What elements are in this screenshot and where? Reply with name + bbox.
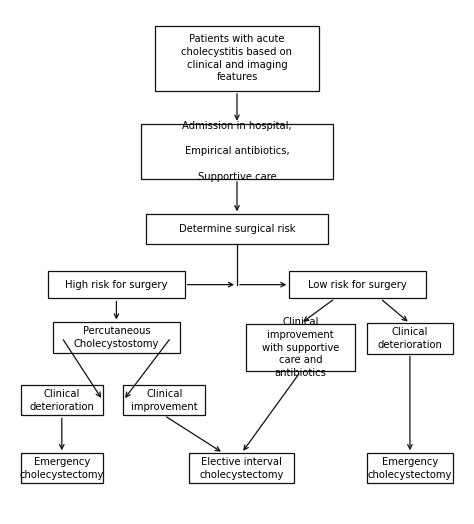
Text: Clinical
deterioration: Clinical deterioration xyxy=(377,327,442,350)
Text: Clinical
improvement: Clinical improvement xyxy=(131,389,198,412)
FancyBboxPatch shape xyxy=(21,453,103,483)
Text: Clinical
improvement
with supportive
care and
antibiotics: Clinical improvement with supportive car… xyxy=(262,317,339,378)
FancyBboxPatch shape xyxy=(189,453,294,483)
FancyBboxPatch shape xyxy=(141,124,333,179)
FancyBboxPatch shape xyxy=(289,271,426,299)
FancyBboxPatch shape xyxy=(246,324,356,372)
FancyBboxPatch shape xyxy=(367,323,453,354)
FancyBboxPatch shape xyxy=(123,385,205,416)
Text: Admission in hospital,

Empirical antibiotics,

Supportive care: Admission in hospital, Empirical antibio… xyxy=(182,121,292,182)
Text: Percutaneous
Cholecystostomy: Percutaneous Cholecystostomy xyxy=(74,326,159,349)
FancyBboxPatch shape xyxy=(146,214,328,244)
Text: Determine surgical risk: Determine surgical risk xyxy=(179,224,295,234)
Text: High risk for surgery: High risk for surgery xyxy=(65,280,168,290)
Text: Clinical
deterioration: Clinical deterioration xyxy=(29,389,94,412)
Text: Emergency
cholecystectomy: Emergency cholecystectomy xyxy=(368,457,452,479)
FancyBboxPatch shape xyxy=(367,453,453,483)
FancyBboxPatch shape xyxy=(48,271,185,299)
FancyBboxPatch shape xyxy=(155,26,319,91)
FancyBboxPatch shape xyxy=(21,385,103,416)
Text: Patients with acute
cholecystitis based on
clinical and imaging
features: Patients with acute cholecystitis based … xyxy=(182,34,292,82)
Text: Elective interval
cholecystectomy: Elective interval cholecystectomy xyxy=(200,457,284,479)
Text: Low risk for surgery: Low risk for surgery xyxy=(308,280,407,290)
Text: Emergency
cholecystectomy: Emergency cholecystectomy xyxy=(19,457,104,479)
FancyBboxPatch shape xyxy=(53,322,180,353)
